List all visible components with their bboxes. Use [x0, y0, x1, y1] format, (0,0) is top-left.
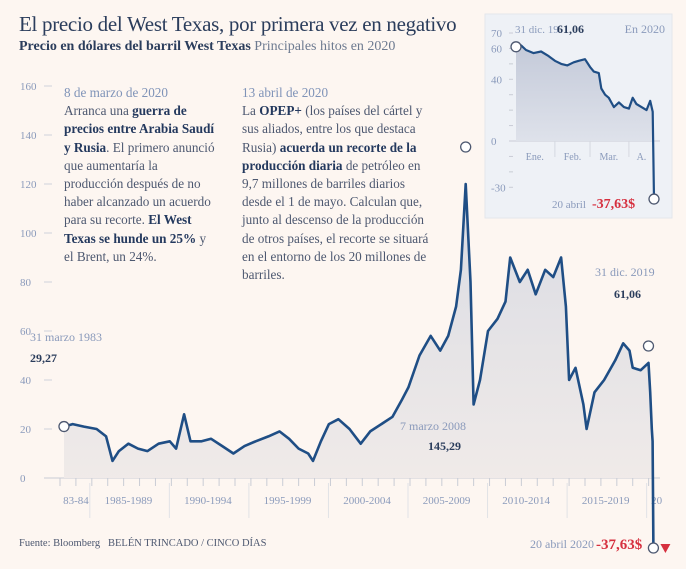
- inset-x-tick-label: A.: [637, 152, 647, 163]
- y-tick-label: 80: [20, 277, 32, 289]
- inset-annotation-label: 20 abril: [552, 199, 586, 211]
- note-text-segment: OPEP+: [259, 103, 302, 119]
- inset-annotation-value: 61,06: [557, 22, 584, 36]
- y-tick-label: 40: [20, 375, 32, 387]
- x-tick-label: 1990-1994: [184, 495, 232, 507]
- note-text-segment: El West Texas se hunde un 25%: [64, 212, 197, 246]
- inset-title: En 2020: [625, 22, 665, 36]
- y-tick-label: 160: [20, 81, 37, 93]
- note-text-segment: guerra de precios entre Arabia Saudí y R…: [64, 103, 215, 155]
- x-tick-label: 20: [651, 495, 663, 507]
- series-line: [63, 182, 655, 549]
- chart-subtitle: Precio en dólares del barril West Texas …: [19, 39, 395, 55]
- chart-title: El precio del West Texas, por primera ve…: [19, 12, 457, 36]
- x-tick-label: 83-84: [63, 495, 89, 507]
- x-tick-label: 2000-2004: [343, 495, 391, 507]
- subtitle-light: Principales hitos en 2020: [254, 39, 396, 54]
- source: Fuente: Bloomberg: [19, 538, 101, 549]
- y-tick-label: 100: [20, 228, 37, 240]
- annotation-label: 31 dic. 2019: [595, 265, 655, 279]
- annotation-value: 61,06: [614, 287, 641, 301]
- marker-circle: [58, 420, 70, 433]
- note-text-segment: acuerda un recorte de la producción diar…: [242, 139, 417, 173]
- series-area: [63, 184, 654, 548]
- note-text-segment: La: [242, 103, 260, 119]
- note-8-marzo: 8 de marzo de 2020 Arranca una guerra de …: [64, 84, 216, 266]
- note-text-segment: Arranca una: [64, 103, 133, 119]
- y-tick-label: 0: [20, 473, 26, 485]
- annotation-label: 31 marzo 1983: [30, 330, 102, 344]
- inset-marker-circle: [510, 41, 522, 53]
- annotation-label: 20 abril 2020: [530, 537, 594, 551]
- note-text-segment: . El primero anunció que aumentaría la p…: [64, 139, 215, 228]
- marker-circle: [460, 141, 472, 153]
- inset-marker-circle: [648, 193, 660, 205]
- note-date: 13 abril de 2020: [242, 85, 329, 100]
- inset-y-tick-label: 60: [491, 43, 503, 55]
- marker-circle: [647, 542, 660, 554]
- x-tick-label: 2005-2009: [423, 495, 471, 507]
- inset-y-tick-label: -30: [491, 182, 506, 194]
- note-text-segment: (los países del cártel y sus aliados, en…: [242, 103, 423, 155]
- annotation-value: 29,27: [30, 351, 57, 365]
- y-tick-label: 20: [20, 424, 32, 436]
- inset-series-area: [516, 45, 654, 200]
- inset-y-tick-label: 0: [491, 136, 497, 148]
- note-text-segment: y el Brent, un 24%.: [64, 230, 207, 264]
- note-date: 8 de marzo de 2020: [64, 85, 168, 100]
- inset-annotation-value: -37,63$: [592, 197, 635, 212]
- x-tick-label: 2010-2014: [502, 495, 550, 507]
- x-tick-label: 1995-1999: [264, 495, 312, 507]
- inset-x-tick-label: Feb.: [564, 152, 582, 163]
- down-arrow-icon: [660, 544, 671, 553]
- marker-circle: [642, 340, 655, 352]
- inset-y-tick-label: 70: [491, 28, 503, 40]
- inset-series-line: [515, 44, 656, 200]
- credit: BELÉN TRINCADO / CINCO DÍAS: [108, 538, 267, 549]
- annotation-value: 145,29: [428, 439, 461, 453]
- inset-x-tick-label: Mar.: [600, 152, 619, 163]
- annotation-label: 7 marzo 2008: [400, 419, 466, 433]
- y-tick-label: 60: [20, 326, 32, 338]
- x-tick-label: 1985-1989: [105, 495, 153, 507]
- note-13-abril: 13 abril de 2020 La OPEP+ (los países del…: [242, 84, 432, 284]
- inset-y-tick-label: 40: [491, 74, 503, 86]
- inset-annotation-label: 31 dic. 19: [515, 24, 559, 36]
- inset-x-tick-label: Ene.: [526, 152, 544, 163]
- y-tick-label: 140: [20, 130, 37, 142]
- annotation-value: -37,63$: [596, 537, 643, 553]
- subtitle-bold: Precio en dólares del barril West Texas: [19, 39, 251, 54]
- x-tick-label: 2015-2019: [582, 495, 630, 507]
- y-tick-label: 120: [20, 179, 37, 191]
- note-text-segment: de petróleo en 9,7 millones de barriles …: [242, 157, 429, 283]
